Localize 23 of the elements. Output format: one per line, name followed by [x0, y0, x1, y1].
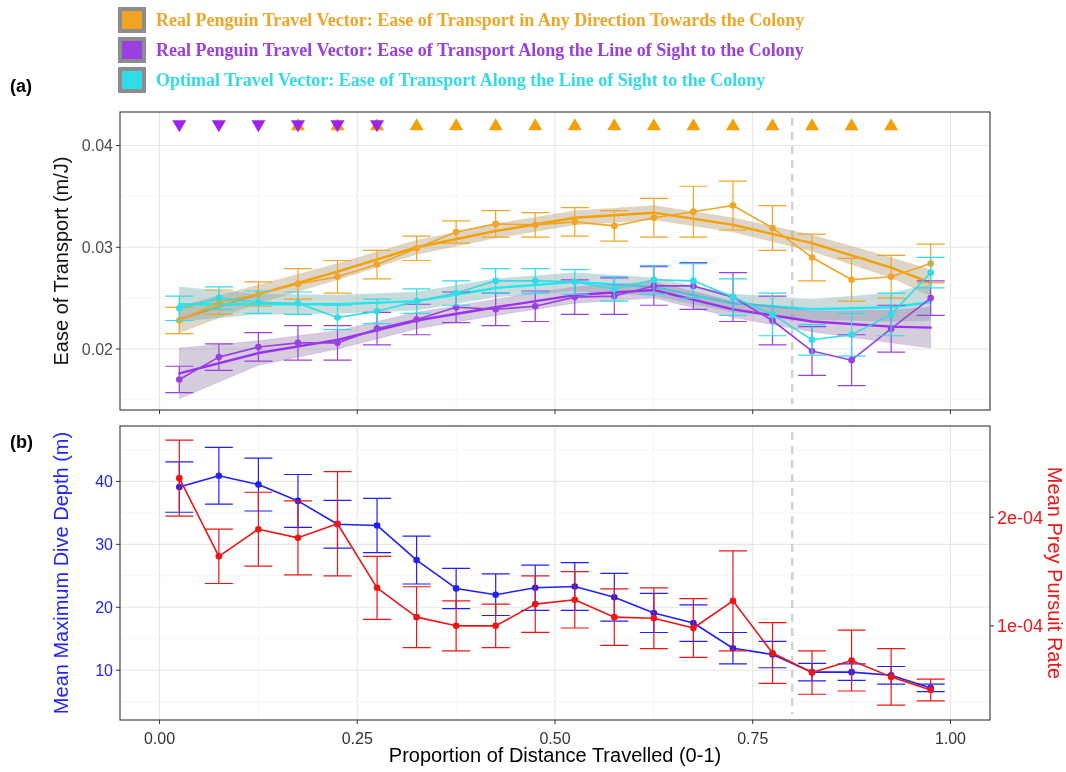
y-tick-label: 0.04 — [81, 137, 114, 155]
chart-title: (b) — [10, 432, 33, 452]
x-tick-label: 0.75 — [737, 730, 769, 747]
legend-label: Optimal Travel Vector: Ease of Transport Along the Line of Sight to the Colony — [156, 70, 766, 91]
y-tick-label: 0.02 — [81, 340, 114, 358]
y-tick-label: 20 — [95, 598, 114, 616]
y2-tick-label: 2e-04 — [997, 507, 1044, 528]
y2-axis-title: Mean Prey Pursuit Rate — [1044, 466, 1066, 680]
y-axis-title: Mean Maximum Dive Depth (m) — [50, 431, 72, 715]
chart-title: (a) — [10, 76, 32, 96]
x-tick-label: 0.50 — [539, 730, 571, 747]
y-tick-label: 10 — [95, 661, 114, 679]
y-tick-label: 40 — [95, 473, 114, 490]
y-axis-title: Ease of Transport (m/J) — [50, 156, 72, 366]
y2-tick-label: 1e-04 — [997, 616, 1044, 637]
y-tick-label: 30 — [95, 535, 114, 553]
x-axis-title: Proportion of Distance Travelled (0-1) — [388, 744, 722, 766]
x-tick-label: 0.00 — [143, 730, 176, 747]
legend-label: Real Penguin Travel Vector: Ease of Transport in Any Direction Towards the Colony — [156, 10, 805, 31]
legend-label: Real Penguin Travel Vector: Ease of Transport Along the Line of Sight to the Colony — [156, 40, 804, 61]
x-tick-label: 0.25 — [341, 730, 373, 747]
y-tick-label: 0.03 — [81, 238, 114, 256]
x-tick-label: 1.00 — [934, 730, 967, 747]
